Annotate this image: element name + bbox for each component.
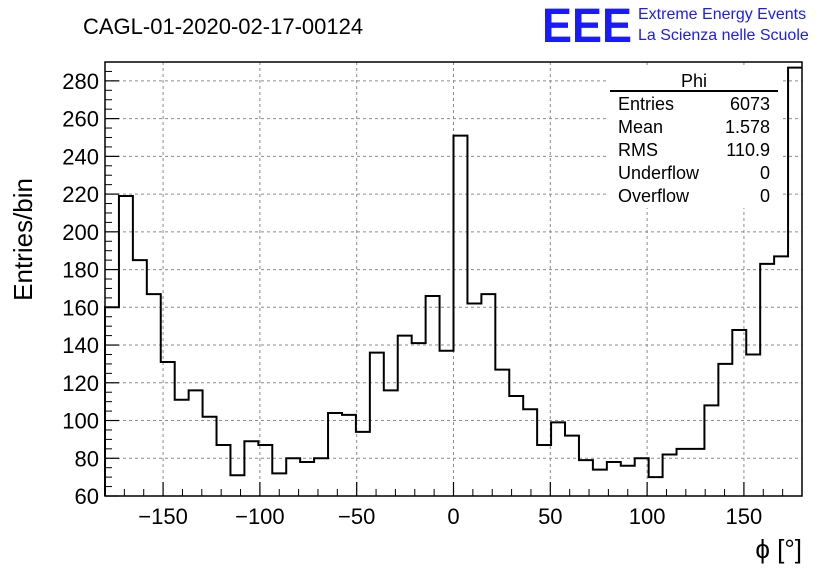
histogram-bin — [175, 400, 189, 496]
stats-label: RMS — [618, 140, 658, 160]
y-tick-label: 100 — [62, 409, 99, 434]
axes-layer: 60 80 100 120 140 160 180 200 220 240 260 280 −150 −1… — [62, 61, 803, 529]
histogram-bin — [370, 353, 384, 496]
histogram-bin — [119, 196, 133, 496]
histogram-bin — [412, 343, 426, 496]
histogram-bin — [718, 364, 732, 496]
y-tick-label: 180 — [62, 258, 99, 283]
y-tick-label: 60 — [75, 484, 99, 509]
histogram-bin — [244, 441, 258, 496]
histogram-bin — [384, 390, 398, 496]
histogram-bin — [356, 432, 370, 496]
histogram-bin — [551, 422, 565, 496]
histogram-bin — [217, 445, 231, 496]
logo-line-2: La Scienza nelle Scuole — [638, 27, 809, 44]
stats-label: Mean — [618, 117, 663, 137]
histogram-bin — [677, 449, 691, 496]
histogram-bin — [607, 462, 621, 496]
y-tick-label: 120 — [62, 371, 99, 396]
histogram-bin — [690, 449, 704, 496]
eee-logo: EEE Extreme Energy Events La Scienza nel… — [542, 0, 809, 53]
histogram-bin — [663, 454, 677, 496]
histogram-bin — [746, 354, 760, 496]
x-tick-label: −150 — [138, 504, 188, 529]
x-tick-label: 0 — [447, 504, 459, 529]
histogram-bin — [495, 370, 509, 496]
histogram-bin — [454, 136, 468, 496]
y-tick-label: 160 — [62, 295, 99, 320]
x-tick-label: 50 — [538, 504, 562, 529]
histogram-bin — [537, 445, 551, 496]
histogram-bin — [328, 413, 342, 496]
histogram-bin — [440, 351, 454, 496]
histogram-bin — [147, 294, 161, 496]
histogram-bin — [286, 458, 300, 496]
stats-label: Overflow — [618, 186, 690, 206]
histogram-bin — [649, 477, 663, 496]
stats-value: 0 — [760, 186, 770, 206]
histogram-bin — [161, 362, 175, 496]
y-tick-label: 240 — [62, 144, 99, 169]
histogram-bin — [481, 294, 495, 496]
stats-value: 1.578 — [725, 117, 770, 137]
histogram-bin — [203, 417, 217, 496]
histogram-bin — [732, 330, 746, 496]
histogram-bin — [774, 256, 788, 496]
histogram-bin — [342, 415, 356, 496]
stats-label: Entries — [618, 94, 674, 114]
histogram-bin — [398, 336, 412, 496]
y-tick-label: 140 — [62, 333, 99, 358]
histogram-bin — [230, 475, 244, 496]
histogram-bin — [523, 409, 537, 496]
stats-value: 6073 — [730, 94, 770, 114]
logo-line-1: Extreme Energy Events — [638, 6, 806, 23]
stats-name: Phi — [681, 71, 707, 91]
histogram-bin — [314, 458, 328, 496]
histogram-bin — [579, 460, 593, 496]
y-tick-label: 260 — [62, 107, 99, 132]
histogram-bin — [760, 264, 774, 496]
stats-value: 110.9 — [726, 140, 770, 160]
x-tick-label: 150 — [726, 504, 763, 529]
histogram-bin — [300, 462, 314, 496]
histogram-bin — [133, 260, 147, 496]
y-tick-label: 80 — [75, 446, 99, 471]
histogram-bin — [704, 405, 718, 496]
histogram-bin — [593, 470, 607, 496]
histogram-bin — [467, 304, 481, 496]
histogram-bin — [426, 296, 440, 496]
chart-title: CAGL-01-2020-02-17-00124 — [83, 14, 363, 39]
x-axis-label: ϕ [°] — [755, 534, 802, 564]
histogram-bin — [788, 68, 802, 496]
x-tick-label: 100 — [629, 504, 666, 529]
histogram-bin — [565, 436, 579, 496]
x-tick-label: −50 — [338, 504, 375, 529]
histogram-bin — [189, 390, 203, 496]
logo-letters: EEE — [542, 0, 632, 53]
y-tick-label: 200 — [62, 220, 99, 245]
y-tick-label: 280 — [62, 69, 99, 94]
histogram-bin — [509, 396, 523, 496]
stats-label: Underflow — [618, 163, 700, 183]
y-tick-label: 220 — [62, 182, 99, 207]
stats-box: Phi Entries 6073 Mean 1.578 RMS 110.9 Underflo… — [608, 68, 780, 208]
stats-value: 0 — [760, 163, 770, 183]
histogram-outline — [104, 66, 802, 496]
x-tick-label: −100 — [235, 504, 285, 529]
y-axis-label: Entries/bin — [8, 178, 38, 301]
